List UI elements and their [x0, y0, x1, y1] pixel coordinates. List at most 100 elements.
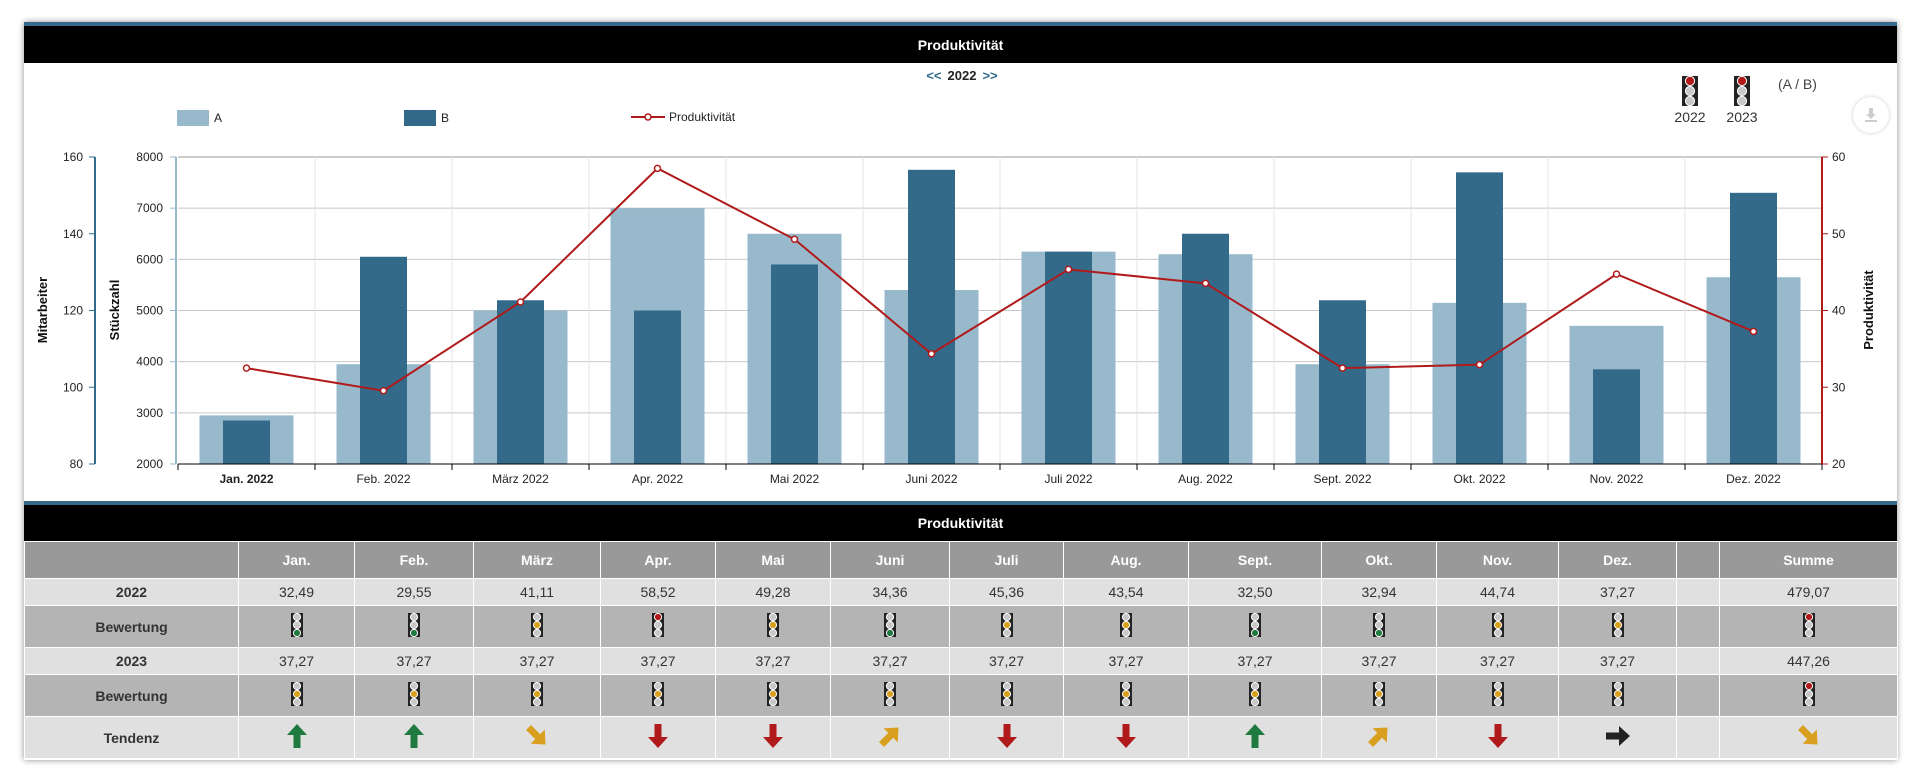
prev-year-button[interactable]: << [926, 68, 942, 83]
bar-b [497, 300, 544, 464]
traffic-light-yellow-icon [884, 681, 896, 707]
trend-cell [949, 716, 1064, 759]
productivity-line [246, 167, 1754, 392]
rating-cell [1188, 605, 1322, 648]
traffic-light-yellow-icon [652, 681, 664, 707]
value-cell [1676, 578, 1720, 606]
traffic-light-yellow-icon [1491, 681, 1504, 707]
productivity-point [379, 386, 388, 395]
produktivitaet-tick-label: 40 [1832, 304, 1846, 318]
mitarbeiter-tick-label: 100 [63, 380, 83, 394]
row-label: Bewertung [24, 605, 239, 648]
table-row-2023: 2023 37,27 37,27 37,27 37,27 37,27 37,27 37,27 3… [24, 647, 1898, 675]
legend-item-b[interactable]: B [404, 110, 449, 126]
produktivitaet-axis-title: Produktivität [1861, 270, 1876, 350]
chart-header: Produktivität [24, 22, 1897, 63]
column-header: Nov. [1436, 541, 1559, 579]
value-cell: 43,54 [1063, 578, 1189, 606]
arrow-down-icon [1116, 724, 1136, 748]
trend-cell [1558, 716, 1677, 759]
rating-cell [830, 674, 950, 717]
traffic-light-yellow-icon [1491, 612, 1504, 638]
row-label: Tendenz [24, 716, 239, 759]
table-row-tendenz: Tendenz [24, 716, 1898, 759]
produktivitaet-tick-label: 60 [1832, 150, 1846, 164]
mitarbeiter-tick-label: 120 [63, 304, 83, 318]
traffic-light-yellow-icon [1611, 612, 1624, 638]
download-button[interactable] [1853, 97, 1889, 133]
bar-b [360, 256, 407, 464]
legend-item-produktivitaet[interactable]: Produktivität [631, 110, 735, 124]
x-tick-label: Dez. 2022 [1726, 472, 1781, 486]
column-header [1676, 541, 1720, 579]
value-cell: 37,27 [354, 647, 474, 675]
traffic-light-yellow-icon [1000, 612, 1013, 638]
rating-cell [473, 605, 601, 648]
x-tick-label: Juni 2022 [905, 472, 957, 486]
rating-cell [949, 605, 1064, 648]
column-header: Dez. [1558, 541, 1677, 579]
rating-cell [1063, 605, 1189, 648]
trend-cell [238, 716, 355, 759]
value-cell: 45,36 [949, 578, 1064, 606]
trend-cell [354, 716, 474, 759]
traffic-light-red-icon [652, 612, 664, 638]
productivity-point [1475, 360, 1484, 369]
x-tick-label: Okt. 2022 [1453, 472, 1505, 486]
rating-cell [1321, 674, 1437, 717]
value-cell: 37,27 [1558, 647, 1677, 675]
value-cell: 479,07 [1719, 578, 1898, 606]
value-cell: 37,27 [473, 647, 601, 675]
value-cell: 447,26 [1719, 647, 1898, 675]
value-cell: 44,74 [1436, 578, 1559, 606]
rating-cell [354, 605, 474, 648]
trend-cell [473, 716, 601, 759]
value-cell: 29,55 [354, 578, 474, 606]
stueckzahl-tick-label: 2000 [136, 457, 163, 471]
bar-b [1319, 300, 1366, 464]
rating-cell [1719, 605, 1898, 648]
productivity-point [1064, 265, 1073, 274]
table-row-bewertung-2022: Bewertung [24, 605, 1898, 648]
rating-cell [830, 605, 950, 648]
rating-cell [1676, 674, 1720, 717]
legend-label: B [441, 111, 450, 125]
stueckzahl-tick-label: 5000 [136, 304, 163, 318]
trend-cell [715, 716, 831, 759]
produktivitaet-tick-label: 20 [1832, 457, 1846, 471]
value-cell: 37,27 [1188, 647, 1322, 675]
traffic-light-yellow-icon [531, 681, 543, 707]
column-header: Okt. [1321, 541, 1437, 579]
productivity-point [516, 298, 525, 306]
next-year-button[interactable]: >> [982, 68, 998, 83]
column-header: Sept. [1188, 541, 1322, 579]
mitarbeiter-axis-title: Mitarbeiter [35, 277, 50, 343]
rating-cell [473, 674, 601, 717]
bar-b [771, 264, 818, 464]
x-tick-label: Nov. 2022 [1590, 472, 1644, 486]
trend-cell [1063, 716, 1189, 759]
arrow-down-right-icon [526, 725, 546, 745]
x-tick-label: Feb. 2022 [356, 472, 410, 486]
value-cell: 58,52 [600, 578, 716, 606]
trend-cell [600, 716, 716, 759]
bar-b [1045, 251, 1092, 464]
rating-cell [600, 674, 716, 717]
trend-cell [1719, 716, 1898, 759]
value-cell: 37,27 [1063, 647, 1189, 675]
arrow-right-icon [1605, 726, 1630, 746]
column-header: Jan. [238, 541, 355, 579]
legend-item-a[interactable]: A [177, 110, 222, 126]
rating-cell [715, 605, 831, 648]
value-cell: 41,11 [473, 578, 601, 606]
x-tick-label: Aug. 2022 [1178, 472, 1233, 486]
x-tick-label: Mai 2022 [770, 472, 820, 486]
traffic-light-green-icon [1373, 612, 1385, 638]
trend-cell [1436, 716, 1559, 759]
value-cell: 37,27 [949, 647, 1064, 675]
rating-cell [1436, 674, 1559, 717]
traffic-light-yellow-icon [767, 612, 779, 638]
productivity-point [1338, 364, 1347, 372]
status-light-label: 2023 [1726, 109, 1758, 125]
download-icon [1865, 108, 1877, 122]
